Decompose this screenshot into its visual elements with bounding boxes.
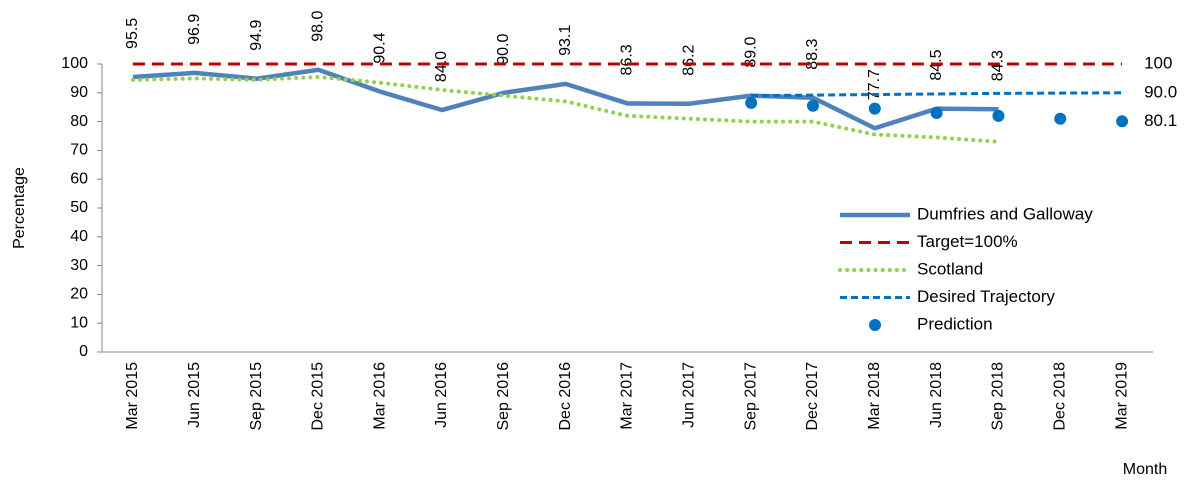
data-label: 89.0: [742, 36, 759, 67]
y-tick-label: 50: [70, 199, 88, 216]
x-tick-label: Jun 2018: [928, 362, 945, 428]
series-line: [132, 67, 999, 131]
y-tick-label: 0: [79, 343, 88, 360]
prediction-point: [930, 106, 943, 119]
series-line: [130, 74, 1001, 144]
x-tick-label: Sep 2015: [248, 362, 265, 431]
x-tick-label: Jun 2016: [433, 362, 450, 428]
x-tick-label: Mar 2019: [1113, 362, 1130, 430]
prediction-point: [1116, 115, 1129, 128]
prediction-point: [992, 109, 1005, 122]
data-label: 95.5: [124, 18, 141, 49]
x-tick-label: Dec 2017: [804, 362, 821, 431]
data-label: 84.3: [990, 50, 1007, 81]
data-label: 94.9: [248, 19, 265, 50]
y-axis-label: Percentage: [11, 167, 28, 249]
data-label: 84.0: [433, 51, 450, 82]
legend-label: Prediction: [917, 314, 993, 333]
legend-label: Scotland: [917, 259, 983, 278]
x-tick-label: Jun 2017: [681, 362, 698, 428]
x-tick-label: Sep 2016: [495, 362, 512, 431]
prediction-point: [806, 99, 819, 112]
data-label: 93.1: [557, 25, 574, 56]
y-tick-label: 30: [70, 257, 88, 274]
y-tick-label: 10: [70, 314, 88, 331]
x-tick-label: Mar 2017: [619, 362, 636, 430]
series-line: [751, 91, 1123, 98]
x-tick-label: Mar 2015: [124, 362, 141, 430]
data-label: 86.3: [619, 44, 636, 75]
data-label: 98.0: [310, 11, 327, 42]
data-label: 90.0: [495, 34, 512, 65]
data-label: 90.0: [1144, 82, 1177, 101]
x-tick-label: Sep 2017: [742, 362, 759, 431]
y-tick-label: 80: [70, 113, 88, 130]
x-tick-label: Jun 2015: [186, 362, 203, 428]
x-tick-label: Dec 2015: [310, 362, 327, 431]
data-label: 90.4: [371, 32, 388, 63]
legend-label: Target=100%: [917, 232, 1018, 251]
prediction-point: [745, 96, 758, 109]
x-tick-label: Mar 2018: [866, 362, 883, 430]
legend-label: Desired Trajectory: [917, 287, 1055, 306]
y-tick-label: 70: [70, 142, 88, 159]
prediction-point: [1054, 112, 1067, 125]
x-tick-label: Sep 2018: [990, 362, 1007, 431]
data-label: 100: [1144, 53, 1172, 72]
data-label: 96.9: [186, 14, 203, 45]
prediction-point: [868, 102, 881, 115]
y-tick-label: 40: [70, 228, 88, 245]
data-label: 80.1: [1144, 111, 1177, 130]
y-tick-label: 100: [61, 55, 88, 72]
data-label: 86.2: [681, 45, 698, 76]
data-label: 77.7: [866, 69, 883, 100]
y-tick-label: 90: [70, 84, 88, 101]
y-tick-label: 20: [70, 286, 88, 303]
legend-label: Dumfries and Galloway: [917, 204, 1093, 223]
y-tick-label: 60: [70, 170, 88, 187]
x-tick-label: Dec 2016: [557, 362, 574, 431]
legend-marker: [869, 319, 881, 331]
x-axis-label: Month: [1123, 461, 1167, 478]
data-label: 88.3: [804, 38, 821, 69]
x-tick-label: Dec 2018: [1051, 362, 1068, 431]
x-tick-label: Mar 2016: [371, 362, 388, 430]
